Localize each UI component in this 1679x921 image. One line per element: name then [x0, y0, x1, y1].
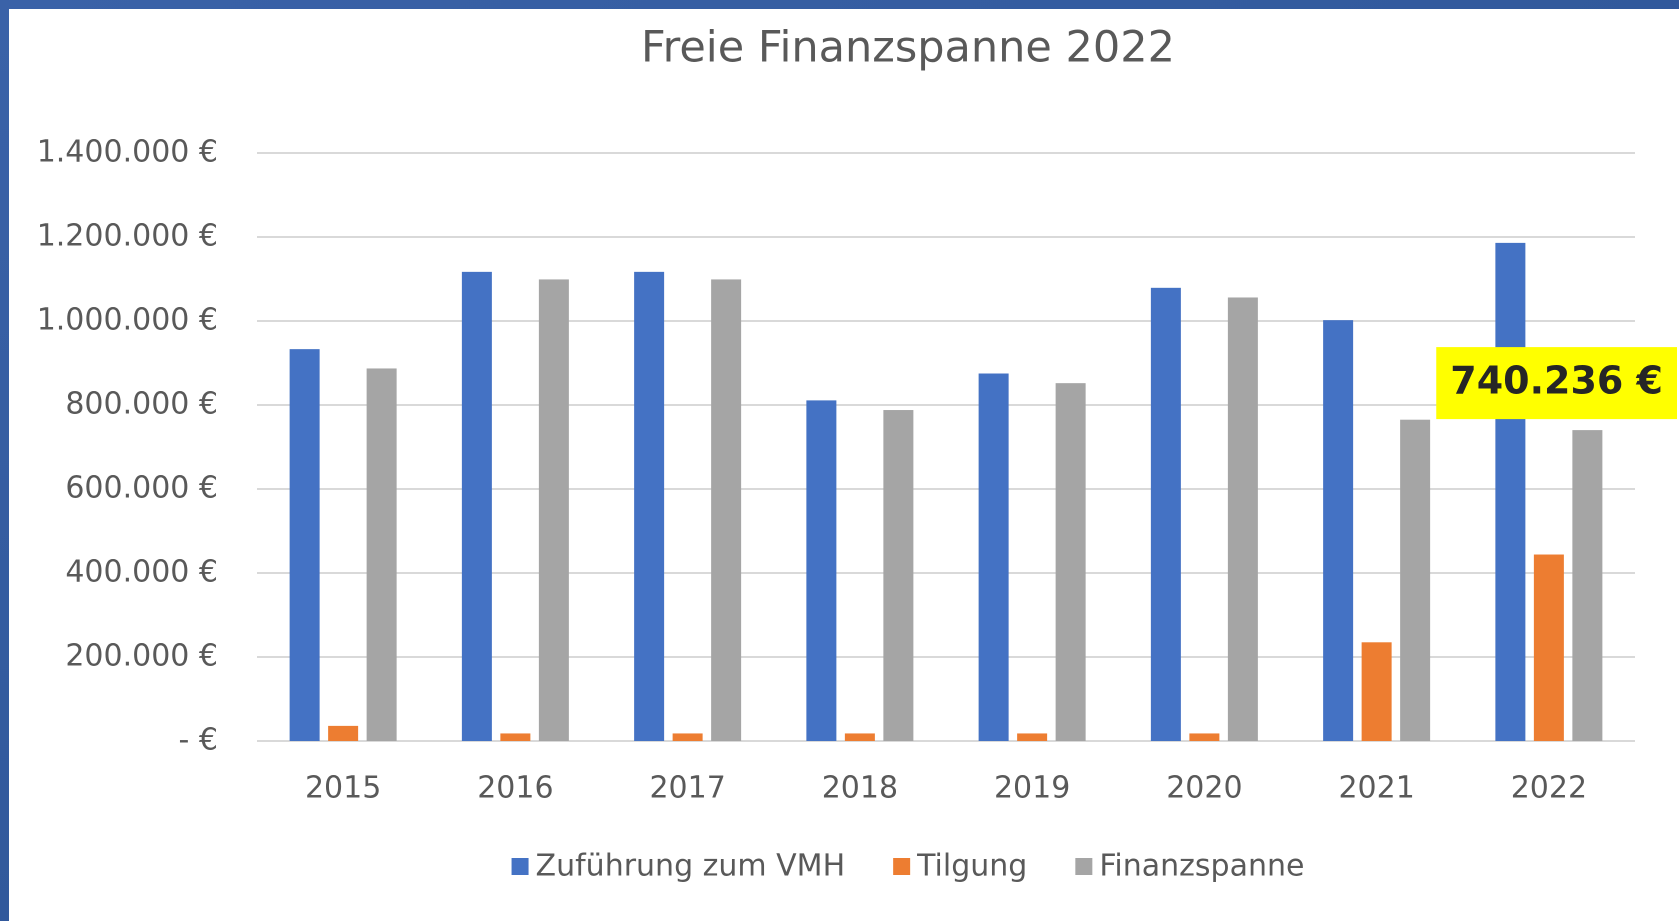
y-tick-label: 200.000 €: [65, 639, 218, 674]
x-tick-label: 2016: [477, 771, 553, 806]
x-tick-label: 2020: [1166, 771, 1242, 806]
bar: [672, 733, 703, 741]
y-tick-label: 600.000 €: [65, 471, 218, 506]
legend-swatch: [1075, 858, 1093, 875]
y-tick-label: 1.000.000 €: [37, 303, 218, 338]
bar: [1189, 733, 1220, 741]
bar: [1572, 430, 1603, 741]
y-tick-label: 800.000 €: [65, 387, 218, 422]
bar: [1017, 733, 1048, 741]
legend-swatch: [511, 858, 529, 875]
bar: [1323, 320, 1354, 741]
bar: [711, 279, 742, 741]
legend-label: Finanzspanne: [1099, 849, 1304, 884]
data-label-box: [1436, 347, 1677, 420]
y-tick-label: 1.400.000 €: [37, 135, 218, 170]
bar: [289, 349, 320, 741]
data-label: 740.236 €: [1450, 359, 1663, 403]
bar: [1227, 297, 1258, 741]
x-tick-label: 2018: [822, 771, 898, 806]
bar: [1055, 383, 1086, 741]
x-tick-label: 2015: [305, 771, 381, 806]
bar: [500, 733, 531, 741]
y-tick-label: - €: [179, 723, 218, 758]
y-tick-label: 1.200.000 €: [37, 219, 218, 254]
y-tick-label: 400.000 €: [65, 555, 218, 590]
bar: [1400, 419, 1431, 741]
bar: [461, 271, 492, 741]
bar: [978, 373, 1009, 741]
bar: [806, 400, 837, 741]
bar: [328, 725, 359, 741]
bar: [366, 368, 397, 741]
legend-swatch: [893, 858, 911, 875]
bar: [1150, 287, 1181, 741]
x-tick-label: 2021: [1338, 771, 1414, 806]
bar: [1361, 642, 1392, 741]
x-tick-label: 2017: [649, 771, 725, 806]
bar: [1495, 242, 1526, 741]
legend-label: Tilgung: [916, 849, 1027, 884]
bar: [634, 271, 665, 741]
bar: [1533, 554, 1564, 741]
bar: [538, 279, 569, 741]
chart-title: Freie Finanzspanne 2022: [641, 23, 1175, 73]
x-tick-label: 2019: [994, 771, 1070, 806]
x-tick-label: 2022: [1511, 771, 1587, 806]
bar: [844, 733, 875, 741]
legend-label: Zuführung zum VMH: [536, 849, 846, 884]
bar: [883, 410, 914, 741]
